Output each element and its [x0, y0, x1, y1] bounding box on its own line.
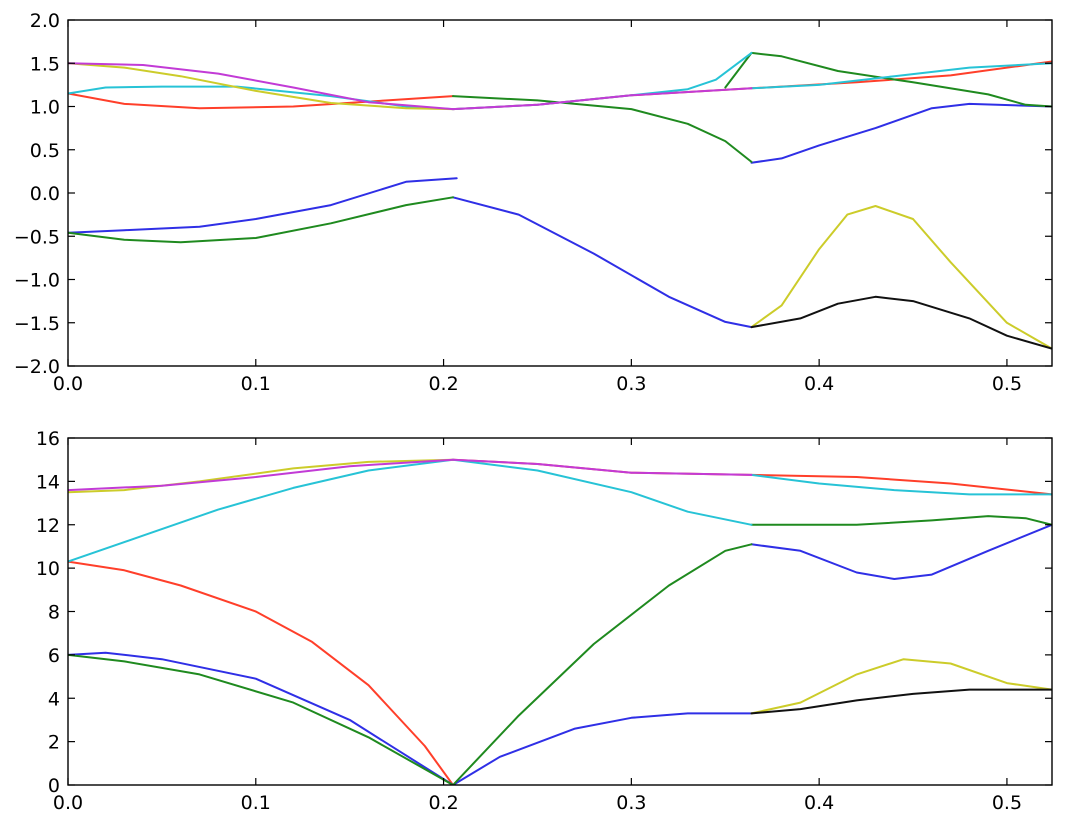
series-6-segment-0 [750, 295, 1052, 350]
x-tick-label: 0.5 [992, 792, 1022, 814]
series-group [68, 51, 1052, 350]
y-tick-label: −2.0 [14, 356, 60, 378]
series-3-segment-2 [750, 62, 1052, 90]
series-5-segment-0 [68, 62, 454, 111]
y-tick-label: 10 [36, 558, 60, 580]
y-tick-label: 2 [48, 732, 60, 754]
series-3-segment-0 [68, 85, 454, 111]
series-5-segment-1 [452, 458, 753, 476]
series-2-segment-1 [452, 543, 753, 785]
axes-frame [67, 19, 1053, 367]
x-tick-label: 0.1 [241, 792, 271, 814]
x-tick-label: 0.5 [992, 373, 1022, 395]
y-tick-label: 12 [36, 515, 60, 537]
x-tick-label: 0.4 [804, 792, 834, 814]
series-2-segment-1 [452, 95, 753, 163]
y-tick-label: −1.5 [14, 313, 60, 335]
y-tick-label: 4 [48, 688, 60, 710]
series-2-segment-0 [68, 653, 454, 785]
y-tick-label: 2.0 [30, 10, 60, 32]
x-tick-label: 0.4 [804, 373, 834, 395]
x-tick-label: 0.2 [428, 373, 458, 395]
series-6-segment-0 [750, 688, 1052, 715]
bottom-subplot: 0.0 0.1 0.2 0.3 0.4 0.5 0 2 4 6 8 10 12 14 16 [36, 428, 1053, 814]
series-1-segment-2 [750, 102, 1052, 164]
y-tick-label: 0 [48, 775, 60, 797]
series-3-segment-1 [452, 51, 753, 111]
x-tick-label: 0.1 [241, 373, 271, 395]
series-3-segment-0 [68, 458, 454, 563]
x-tick-label: 0.0 [53, 373, 83, 395]
y-tick-label: 0.0 [30, 183, 60, 205]
series-1-segment-0 [68, 177, 458, 234]
y-tick-label: 1.0 [30, 97, 60, 119]
series-3-segment-2 [750, 473, 1052, 496]
series-2-segment-2 [750, 515, 1052, 526]
series-2-segment-0 [68, 196, 454, 244]
y-tick-label: 0.5 [30, 140, 60, 162]
series-1-segment-1 [452, 196, 753, 329]
y-tick-label: 16 [36, 428, 60, 450]
x-tick-label: 0.3 [616, 792, 646, 814]
top-subplot: 0.0 0.1 0.2 0.3 0.4 0.5 −2.0 −1.5 −1.0 −0.5 0.0 0.5… [14, 10, 1053, 395]
series-5-segment-0 [68, 458, 454, 492]
y-tick-label: −1.0 [14, 270, 60, 292]
series-3-segment-1 [452, 458, 753, 526]
series-0-segment-0 [68, 92, 454, 110]
series-4-segment-0 [68, 62, 454, 111]
series-5-segment-1 [452, 87, 753, 111]
x-tick-label: 0.3 [616, 373, 646, 395]
y-tick-label: −0.5 [14, 226, 60, 248]
x-tick-label: 0.2 [428, 792, 458, 814]
series-group [68, 458, 1052, 785]
y-tick-label: 6 [48, 645, 60, 667]
series-1-segment-1 [452, 712, 753, 785]
series-4-segment-1 [750, 205, 1052, 350]
x-tick-label: 0.0 [53, 792, 83, 814]
y-tick-label: 14 [36, 471, 60, 493]
series-4-segment-1 [750, 658, 1052, 715]
y-tick-label: 1.5 [30, 53, 60, 75]
series-4-segment-0 [68, 458, 454, 494]
series-2-segment-2 [724, 51, 1052, 108]
series-1-segment-2 [750, 523, 1052, 580]
y-tick-label: 8 [48, 602, 60, 624]
series-1-segment-0 [68, 651, 454, 785]
series-0-segment-0 [68, 560, 454, 785]
